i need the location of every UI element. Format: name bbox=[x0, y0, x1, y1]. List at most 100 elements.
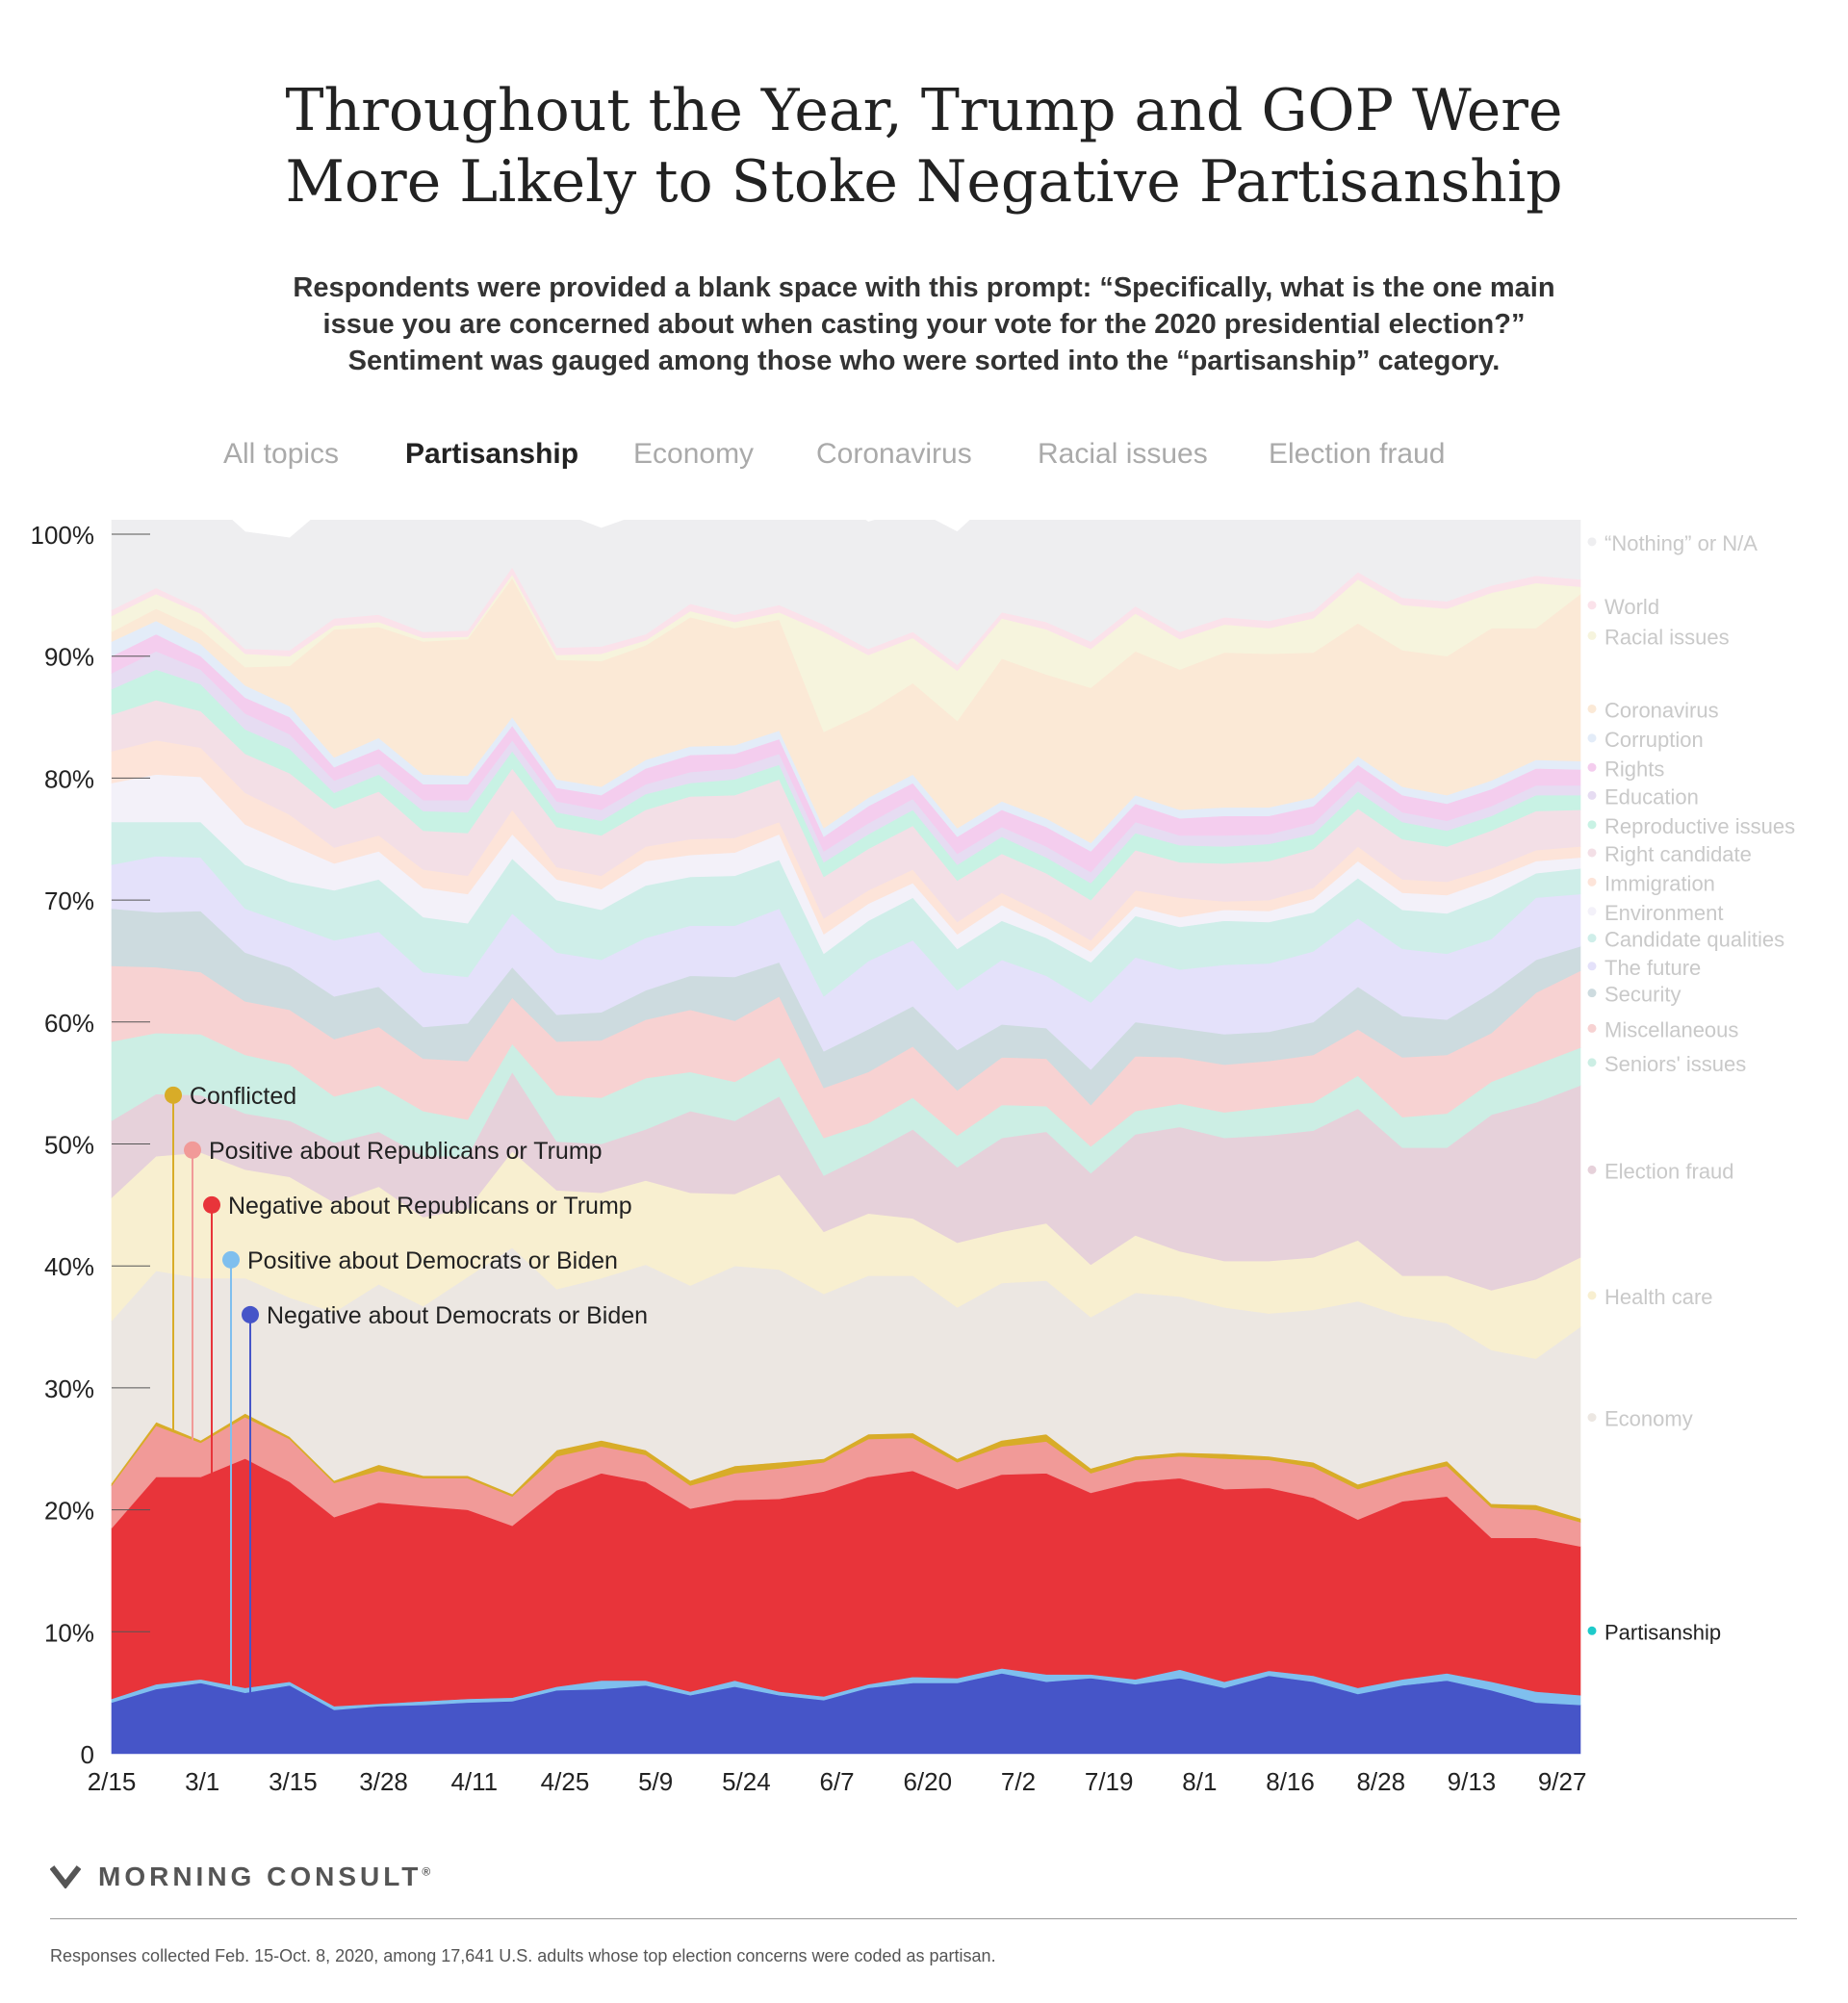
y-tick-label: 80% bbox=[44, 764, 94, 793]
annotation-label-negative-about-democrats-or-biden: Negative about Democrats or Biden bbox=[267, 1302, 648, 1329]
y-tick-label: 100% bbox=[31, 521, 95, 550]
legend-swatch-health-care bbox=[1587, 1291, 1597, 1300]
footnote: Responses collected Feb. 15-Oct. 8, 2020… bbox=[50, 1946, 996, 1965]
x-tick-label: 6/20 bbox=[903, 1767, 952, 1796]
legend-label-candidate-qualities[interactable]: Candidate qualities bbox=[1604, 928, 1784, 952]
legend-label-world[interactable]: World bbox=[1604, 595, 1659, 619]
x-tick-label: 7/19 bbox=[1085, 1767, 1134, 1796]
legend-label-the-future[interactable]: The future bbox=[1604, 956, 1701, 980]
legend-swatch-reproductive-issues bbox=[1587, 820, 1597, 830]
legend-swatch-racial-issues bbox=[1587, 630, 1597, 640]
tab-all-topics[interactable]: All topics bbox=[223, 438, 340, 470]
legend-swatch-environment bbox=[1587, 907, 1597, 916]
legend-label-corruption[interactable]: Corruption bbox=[1604, 728, 1704, 752]
legend-label-seniors-issues[interactable]: Seniors' issues bbox=[1604, 1052, 1746, 1076]
legend-swatch-nothing-or-n-a bbox=[1587, 537, 1597, 547]
legend-label-reproductive-issues[interactable]: Reproductive issues bbox=[1604, 814, 1795, 838]
legend-label-environment[interactable]: Environment bbox=[1604, 901, 1724, 925]
legend-swatch-candidate-qualities bbox=[1587, 934, 1597, 943]
area-nothing-or-n-a bbox=[111, 520, 1581, 666]
y-tick-label: 40% bbox=[44, 1252, 94, 1281]
y-tick-label: 70% bbox=[44, 886, 94, 915]
legend-swatch-seniors-issues bbox=[1587, 1058, 1597, 1067]
x-tick-label: 8/1 bbox=[1182, 1767, 1217, 1796]
morning-consult-logo-icon bbox=[50, 1865, 81, 1888]
x-tick-label: 9/27 bbox=[1538, 1767, 1587, 1796]
x-tick-label: 2/15 bbox=[88, 1767, 137, 1796]
legend-swatch-immigration bbox=[1587, 877, 1597, 886]
stacked-area-chart: 0 10% 20% 30% 40% 50% 60% 70% 80% 90% 100% 2/15 3/1 3… bbox=[31, 520, 1795, 1796]
legend-swatch-partisanship bbox=[1587, 1626, 1597, 1635]
legend-swatch-miscellaneous bbox=[1587, 1023, 1597, 1033]
x-tick-label: 6/7 bbox=[820, 1767, 855, 1796]
legend-swatch-election-fraud bbox=[1587, 1165, 1597, 1174]
footer-divider bbox=[50, 1918, 1797, 1919]
annotations: Conflicted Positive about Republicans or … bbox=[165, 1083, 648, 1723]
annotation-label-positive-about-democrats-or-biden: Positive about Democrats or Biden bbox=[247, 1247, 618, 1274]
tab-election-fraud[interactable]: Election fraud bbox=[1269, 438, 1446, 470]
annotation-dot bbox=[184, 1141, 201, 1159]
legend-label-nothing-or-n-a[interactable]: “Nothing” or N/A bbox=[1604, 531, 1758, 555]
legend-label-rights[interactable]: Rights bbox=[1604, 757, 1664, 781]
legend-swatch-education bbox=[1587, 790, 1597, 800]
chart-title-line-2: More Likely to Stoke Negative Partisansh… bbox=[285, 148, 1563, 216]
area-layers bbox=[111, 520, 1581, 1755]
y-tick-label: 50% bbox=[44, 1131, 94, 1160]
legend-label-partisanship[interactable]: Partisanship bbox=[1604, 1620, 1721, 1644]
chart-subtitle-line-3: Sentiment was gauged among those who wer… bbox=[347, 346, 1501, 376]
x-tick-label: 3/28 bbox=[359, 1767, 408, 1796]
legend-label-immigration[interactable]: Immigration bbox=[1604, 871, 1715, 895]
annotation-label-positive-about-republicans-or-trump: Positive about Republicans or Trump bbox=[209, 1138, 603, 1165]
chart-subtitle-line-2: issue you are concerned about when casti… bbox=[322, 309, 1526, 340]
y-tick-label: 20% bbox=[44, 1497, 94, 1526]
x-tick-label: 8/16 bbox=[1266, 1767, 1315, 1796]
tab-partisanship[interactable]: Partisanship bbox=[405, 438, 579, 470]
annotation-dot bbox=[242, 1305, 259, 1323]
annotation-dot bbox=[203, 1195, 220, 1214]
chart-title-line-1: Throughout the Year, Trump and GOP Were bbox=[285, 77, 1563, 144]
x-tick-label: 3/15 bbox=[269, 1767, 318, 1796]
chart-subtitle-line-1: Respondents were provided a blank space … bbox=[293, 272, 1555, 303]
x-tick-label: 3/1 bbox=[185, 1767, 219, 1796]
brand-name: MORNING CONSULT® bbox=[98, 1862, 430, 1892]
annotation-label-conflicted: Conflicted bbox=[190, 1083, 296, 1110]
legend-swatch-right-candidate bbox=[1587, 848, 1597, 858]
legend-label-education[interactable]: Education bbox=[1604, 784, 1699, 809]
legend-label-security[interactable]: Security bbox=[1604, 983, 1681, 1007]
legend-swatch-economy bbox=[1587, 1413, 1597, 1423]
legend-swatch-rights bbox=[1587, 762, 1597, 772]
y-tick-label: 60% bbox=[44, 1009, 94, 1038]
legend-swatch-coronavirus bbox=[1587, 704, 1597, 713]
topic-tabs: All topics Partisanship Economy Coronavi… bbox=[0, 438, 1848, 486]
x-tick-label: 5/9 bbox=[638, 1767, 673, 1796]
x-tick-label: 4/25 bbox=[541, 1767, 590, 1796]
annotation-label-negative-about-republicans-or-trump: Negative about Republicans or Trump bbox=[228, 1193, 632, 1220]
annotation-dot bbox=[165, 1086, 182, 1104]
tab-economy[interactable]: Economy bbox=[633, 438, 755, 470]
x-tick-label: 9/13 bbox=[1448, 1767, 1497, 1796]
chart-subtitle: Respondents were provided a blank space … bbox=[0, 270, 1848, 379]
legend-label-right-candidate[interactable]: Right candidate bbox=[1604, 842, 1752, 866]
x-tick-label: 8/28 bbox=[1356, 1767, 1405, 1796]
x-tick-label: 7/2 bbox=[1001, 1767, 1036, 1796]
brand-name-text: MORNING CONSULT bbox=[98, 1862, 423, 1891]
legend: Partisanship Economy Health care Election f… bbox=[1587, 531, 1795, 1644]
x-tick-label: 4/11 bbox=[450, 1767, 498, 1796]
chart-title: Throughout the Year, Trump and GOP Were … bbox=[0, 75, 1848, 218]
legend-label-miscellaneous[interactable]: Miscellaneous bbox=[1604, 1017, 1738, 1041]
tab-racial-issues[interactable]: Racial issues bbox=[1038, 438, 1208, 470]
x-tick-label: 5/24 bbox=[722, 1767, 771, 1796]
tab-coronavirus[interactable]: Coronavirus bbox=[816, 438, 972, 470]
legend-swatch-world bbox=[1587, 601, 1597, 610]
legend-label-election-fraud[interactable]: Election fraud bbox=[1604, 1159, 1734, 1183]
legend-swatch-corruption bbox=[1587, 733, 1597, 743]
annotation-dot bbox=[222, 1250, 240, 1269]
legend-label-health-care[interactable]: Health care bbox=[1604, 1285, 1713, 1309]
y-tick-label: 0 bbox=[81, 1740, 94, 1769]
legend-swatch-the-future bbox=[1587, 962, 1597, 971]
legend-swatch-security bbox=[1587, 989, 1597, 998]
y-axis: 0 10% 20% 30% 40% 50% 60% 70% 80% 90% 100% bbox=[31, 521, 150, 1769]
legend-label-coronavirus[interactable]: Coronavirus bbox=[1604, 698, 1719, 722]
legend-label-economy[interactable]: Economy bbox=[1604, 1407, 1693, 1431]
legend-label-racial-issues[interactable]: Racial issues bbox=[1604, 625, 1730, 649]
